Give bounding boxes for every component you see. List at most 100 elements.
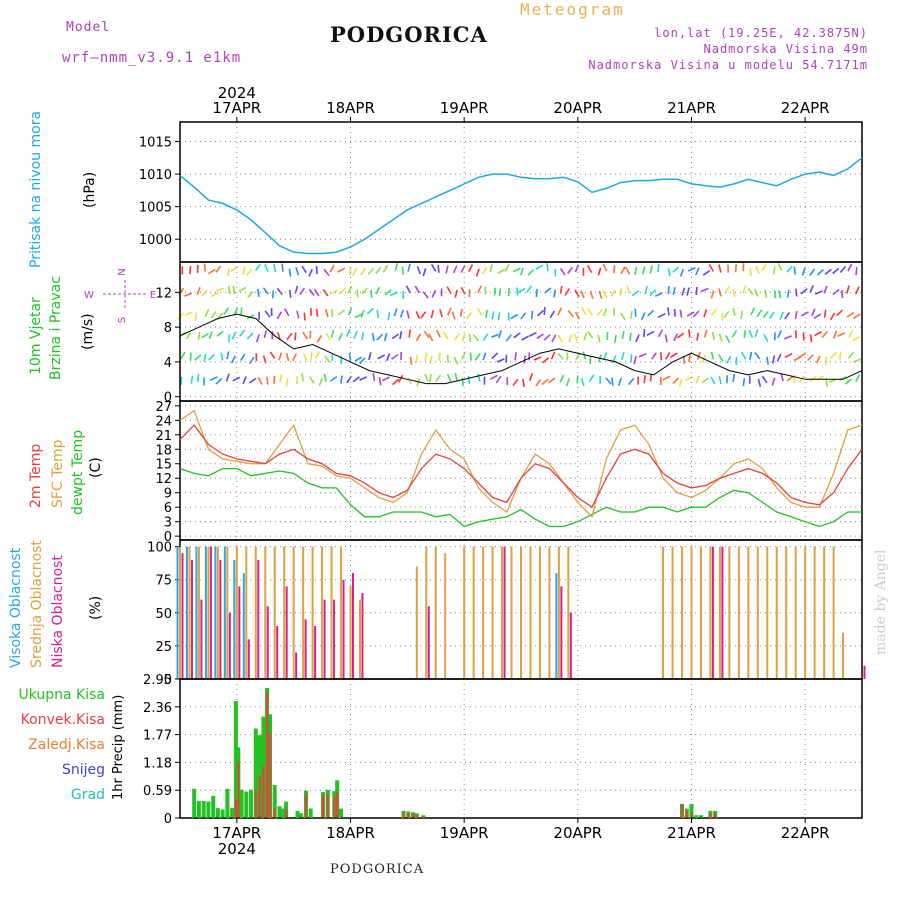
wind-arrow: [678, 378, 683, 387]
wind-arrow: [279, 374, 283, 383]
temperature-ytick-label-1: 3: [164, 516, 172, 531]
wind-arrow: [807, 354, 814, 362]
wind-arrow: [673, 308, 676, 317]
wind-arrow: [314, 288, 320, 297]
wind-arrow: [477, 285, 483, 294]
precip-total-bar: [272, 785, 277, 818]
wind-arrow: [836, 309, 844, 317]
wind-arrow: [777, 330, 782, 339]
wind-arrows: [177, 262, 862, 388]
day-axis-labels: 17APR 17APR 18APR 18APR 19APR 19APR 20APR 20APR…: [212, 84, 829, 858]
temperature-ytick-label-2: 6: [164, 501, 172, 516]
precip-hail-label: Grad: [70, 787, 105, 803]
precip-conv-bar: [713, 813, 717, 818]
wind-arrow: [814, 290, 823, 296]
compass-n: N: [117, 268, 128, 275]
temperature-ytick-label-8: 24: [155, 414, 172, 429]
wind-arrow: [415, 310, 421, 319]
wind-arrow: [430, 310, 435, 319]
wind-arrow: [772, 266, 776, 275]
wind-arrow: [643, 329, 646, 338]
wind-arrow: [288, 268, 292, 277]
wind-arrow: [597, 334, 601, 343]
wind-arrow: [286, 332, 293, 341]
precip-conv-label: Konvek.Kisa: [20, 712, 105, 728]
precip-total-bar: [225, 788, 230, 818]
wind-panel: 0 4 8 12: [155, 261, 863, 406]
wind-arrow: [318, 378, 323, 387]
wind-arrow: [553, 289, 556, 298]
pressure-ytick-label-2: 1010: [139, 168, 172, 183]
wind-arrow: [821, 330, 828, 338]
wind-arrow: [354, 356, 363, 362]
wind-arrow: [763, 334, 769, 342]
precip-conv-bar: [304, 794, 308, 818]
wind-arrow: [468, 333, 472, 342]
cloud-ytick-label-1: 25: [155, 640, 172, 655]
wind-arrow: [825, 378, 829, 387]
wind-arrow: [303, 312, 306, 321]
wind-arrow: [574, 289, 580, 298]
pressure-ytick-label-1: 1005: [139, 201, 172, 216]
wind-arrow: [242, 376, 247, 385]
wind-arrow: [610, 289, 616, 298]
wind-arrow: [227, 285, 231, 295]
wind-arrow: [855, 374, 861, 383]
day-label-top: 17APR: [212, 99, 261, 117]
precip-total-bar: [215, 808, 220, 818]
wind-arrow: [565, 378, 570, 387]
wind-arrow: [710, 376, 716, 385]
precip-conv-bar: [268, 733, 272, 818]
wind-arrow: [308, 288, 315, 296]
wind-arrow: [754, 351, 761, 360]
wind-arrow: [559, 268, 566, 276]
wind-arrow: [337, 267, 346, 273]
wind-arrow: [189, 265, 192, 274]
precip-conv-bar: [402, 812, 405, 818]
wind-arrow: [203, 353, 207, 362]
wind-arrow: [526, 285, 533, 293]
year-label-top: 2024: [218, 84, 256, 102]
wind-arrow: [407, 263, 411, 272]
wind-arrow: [686, 311, 695, 317]
wind-arrow: [748, 329, 754, 338]
wind-arrow: [423, 330, 430, 339]
wind-arrow: [784, 311, 791, 320]
wind-arrow: [596, 308, 603, 317]
wind-arrow: [232, 285, 236, 295]
wind-arrow: [452, 265, 458, 274]
day-label-top: 22APR: [781, 99, 830, 117]
wind-arrow: [190, 375, 194, 384]
wind-arrow: [852, 336, 861, 342]
wind-arrow: [281, 263, 284, 272]
precip-conv-bar: [690, 813, 693, 818]
wind-arrow: [383, 333, 388, 342]
wind-arrow: [530, 310, 534, 319]
wind-arrow: [477, 373, 481, 382]
wind-arrow: [676, 332, 685, 339]
wind-arrow: [741, 351, 747, 360]
wind-arrow: [794, 330, 798, 339]
wind-arrow: [504, 264, 510, 272]
wind-arrow: [356, 289, 359, 298]
wind-arrow: [276, 311, 283, 320]
wind-arrow: [809, 268, 816, 276]
wind-arrow: [762, 310, 769, 319]
wind-arrow: [761, 375, 768, 384]
model-name: wrf–nmm_v3.9.1 e1km: [62, 50, 242, 66]
wind-arrow: [376, 309, 380, 319]
wind-arrow: [497, 312, 501, 321]
precip-conv-bar: [422, 816, 425, 818]
wind-arrow: [359, 376, 368, 381]
wind-ytick-label-3: 12: [155, 286, 172, 301]
wind-arrow: [613, 265, 616, 274]
wind-arrow: [263, 330, 267, 339]
wind-arrow: [557, 307, 563, 316]
wind-arrow: [665, 352, 671, 360]
compass-e: E: [150, 290, 156, 301]
wind-arrow: [568, 334, 573, 343]
wind-arrow: [262, 287, 269, 295]
pressure-ytick-label-3: 1015: [139, 136, 172, 151]
cloud-ytick-label-0: 0: [164, 673, 172, 688]
